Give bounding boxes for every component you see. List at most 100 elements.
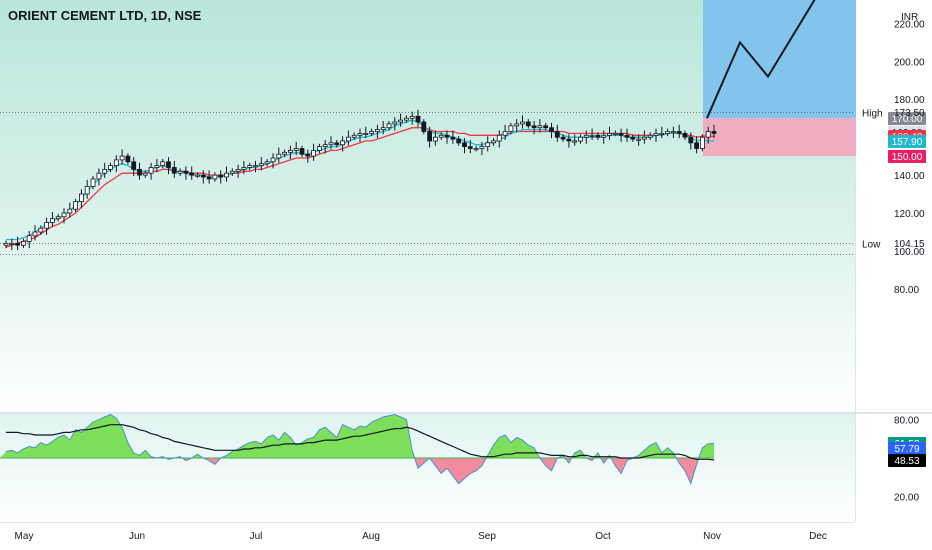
candle	[624, 134, 630, 138]
candle	[113, 159, 119, 166]
price-badge	[888, 150, 926, 163]
chart-title: ORIENT CEMENT LTD, 1D, NSE	[8, 8, 202, 23]
candle	[705, 131, 711, 138]
candle	[618, 132, 624, 136]
candle	[235, 168, 241, 172]
candle	[9, 242, 15, 245]
candle	[543, 125, 549, 129]
time-tick-label: Dec	[809, 531, 827, 542]
rsi-line	[5, 413, 715, 486]
candle	[514, 123, 520, 127]
candle	[595, 134, 601, 138]
candle	[601, 134, 607, 138]
candle	[531, 125, 537, 129]
candle	[218, 174, 224, 178]
currency-label: INR	[901, 12, 918, 23]
time-tick-label: May	[15, 531, 34, 542]
candle	[200, 174, 206, 178]
candle	[671, 131, 676, 134]
time-tick-label: Jun	[129, 531, 145, 542]
projection-arrow[interactable]	[706, 0, 829, 119]
candle	[142, 172, 148, 176]
candle	[195, 174, 200, 177]
candle	[258, 163, 264, 166]
candle	[572, 140, 578, 143]
candle	[334, 142, 340, 146]
low-value-label: 104.15	[894, 239, 925, 250]
candle	[247, 165, 253, 168]
candle	[711, 131, 717, 134]
candle	[328, 142, 334, 146]
candle	[409, 115, 415, 119]
candle	[108, 165, 113, 170]
price-tick-label: 200.00	[894, 57, 925, 68]
candle	[253, 165, 258, 168]
candle	[682, 132, 688, 138]
candle	[653, 132, 659, 136]
candle	[212, 174, 218, 180]
candle	[578, 136, 583, 142]
price-tick-label: 120.00	[894, 209, 925, 220]
candle	[55, 216, 61, 220]
pane-divider[interactable]	[0, 412, 932, 414]
candle	[467, 146, 473, 149]
candle	[520, 121, 525, 125]
candle	[549, 127, 554, 132]
candle	[50, 218, 55, 223]
price-badge-text: 150.00	[892, 152, 923, 163]
candle	[322, 144, 328, 147]
candle	[148, 167, 154, 174]
candle	[305, 153, 311, 157]
candle	[642, 136, 647, 140]
candle	[84, 185, 90, 195]
candle	[647, 134, 653, 138]
candle	[131, 161, 137, 170]
time-tick-label: Nov	[703, 531, 721, 542]
candle	[415, 115, 421, 123]
candle	[311, 149, 317, 157]
candle	[137, 168, 142, 176]
osc-tick-label: 20.00	[894, 492, 919, 503]
candle	[560, 136, 566, 140]
candle	[589, 134, 595, 137]
candle	[15, 242, 21, 246]
candle	[491, 140, 496, 144]
candle	[20, 240, 26, 246]
candle	[630, 136, 636, 140]
candle	[479, 146, 485, 149]
candle	[224, 172, 229, 178]
candle	[166, 161, 171, 168]
stop-zone[interactable]	[703, 118, 856, 157]
candle	[700, 136, 705, 149]
candle	[154, 165, 160, 168]
candle	[287, 149, 293, 153]
time-tick-label: Sep	[478, 531, 496, 542]
candle	[293, 148, 299, 151]
candle	[450, 136, 456, 140]
price-badge	[888, 135, 926, 148]
candle	[554, 131, 560, 138]
candle	[44, 222, 49, 229]
candle	[102, 168, 108, 174]
candle	[694, 142, 699, 149]
candle	[403, 117, 409, 121]
candle	[473, 148, 479, 151]
price-badge	[888, 112, 926, 125]
time-tick-label: Oct	[595, 531, 611, 542]
oscillator-pane-background	[0, 414, 855, 522]
candle	[316, 146, 322, 151]
candle	[357, 132, 363, 136]
candle	[583, 134, 589, 138]
osc-badge	[888, 454, 926, 467]
candle	[688, 136, 694, 144]
candle	[340, 140, 346, 146]
high-value-label: 173.50	[894, 108, 925, 119]
candle	[676, 131, 682, 134]
candle	[525, 121, 531, 127]
candle	[38, 227, 44, 233]
candle	[363, 132, 369, 135]
candle	[444, 134, 450, 138]
candle	[351, 134, 357, 138]
candle	[508, 125, 514, 132]
